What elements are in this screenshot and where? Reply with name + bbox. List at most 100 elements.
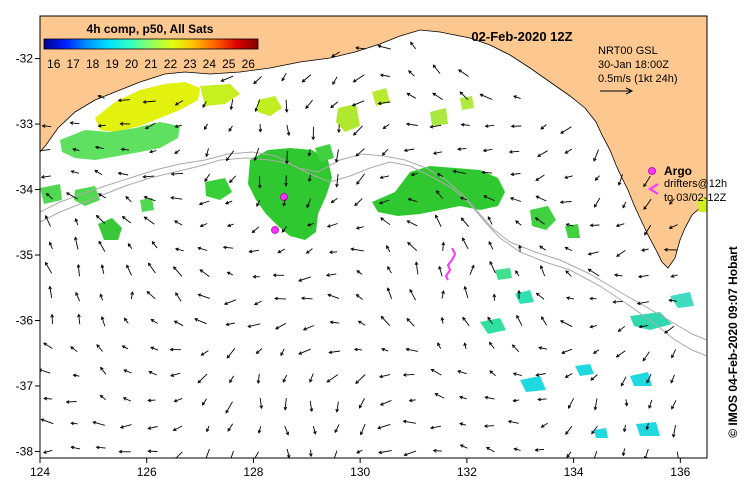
colorbar-tick-label: 19: [105, 57, 119, 71]
current-vector: [616, 250, 626, 257]
current-vector-head: [561, 350, 566, 354]
current-vector-head: [142, 100, 147, 104]
current-vector-head: [386, 245, 390, 249]
current-vector-head: [540, 424, 545, 428]
current-vector: [175, 292, 182, 302]
current-vector: [302, 74, 312, 83]
current-vector-head: [330, 199, 335, 204]
current-vector-head: [45, 192, 50, 197]
current-vector-head: [142, 174, 147, 179]
current-vector: [277, 248, 286, 254]
current-vector-head: [484, 395, 489, 400]
current-vector-head: [488, 241, 492, 245]
current-vector-head: [621, 452, 626, 457]
current-vector-head: [229, 379, 233, 384]
plot-frame: [39, 15, 708, 459]
current-vector-head: [409, 288, 413, 293]
current-vector-head: [612, 300, 617, 304]
current-vector-head: [251, 229, 256, 234]
current-vector: [461, 124, 470, 126]
current-vector: [197, 373, 208, 384]
current-vector: [538, 398, 547, 401]
sst-patch-cool-6: [520, 376, 546, 392]
current-vector-head: [355, 380, 359, 385]
current-vector: [205, 449, 210, 458]
current-vector-head: [40, 175, 45, 179]
current-vector: [204, 123, 208, 130]
current-vector: [252, 226, 260, 233]
shelf-contour-inner: [40, 151, 707, 341]
current-vector: [281, 226, 287, 233]
sst-patch-coast-3: [258, 96, 282, 116]
current-vector-head: [560, 130, 564, 134]
current-vector-head: [298, 278, 303, 282]
current-vector: [564, 175, 573, 179]
current-vector: [199, 269, 210, 277]
current-vector: [229, 375, 235, 383]
current-vector-head: [429, 124, 434, 129]
current-vector: [256, 199, 261, 207]
current-vector: [435, 215, 442, 227]
current-vector-head: [459, 422, 464, 426]
current-vector-head: [284, 182, 288, 187]
current-vector-head: [535, 177, 540, 181]
current-vector: [221, 75, 234, 82]
current-vector-head: [119, 425, 124, 429]
current-vector-head: [518, 244, 522, 249]
current-vector-head: [311, 136, 316, 141]
current-vector: [480, 93, 493, 100]
current-vector-head: [100, 316, 105, 320]
current-vector-head: [334, 429, 338, 434]
current-vector: [101, 316, 106, 327]
current-vector: [536, 195, 547, 202]
current-vector-head: [144, 125, 149, 130]
current-vector-head: [487, 216, 492, 220]
current-vector-head: [228, 128, 232, 132]
current-vector-head: [515, 270, 519, 274]
current-vector-head: [337, 129, 341, 134]
current-vector: [171, 172, 184, 175]
current-vector: [356, 173, 365, 185]
current-vector: [378, 45, 391, 50]
current-vector: [45, 262, 53, 274]
current-vector-head: [671, 434, 676, 438]
current-vector: [327, 223, 338, 228]
current-vector: [356, 226, 364, 229]
current-vector-head: [643, 183, 647, 188]
current-vector-head: [309, 378, 313, 383]
current-vector: [669, 224, 678, 229]
current-vector-head: [281, 229, 286, 233]
current-vector: [459, 422, 467, 426]
current-vector: [489, 370, 496, 377]
current-vector-head: [204, 178, 208, 182]
current-vector-head: [170, 172, 175, 176]
current-vector: [100, 395, 107, 401]
current-vector: [515, 270, 520, 277]
current-vector-head: [151, 240, 156, 245]
current-vector-head: [381, 152, 386, 156]
current-vector-head: [587, 252, 592, 256]
current-vector: [173, 266, 183, 277]
current-vector-head: [513, 447, 518, 452]
argo-float[interactable]: [280, 193, 288, 201]
argo-float[interactable]: [271, 226, 279, 234]
current-vector: [144, 216, 155, 225]
current-vector-head: [461, 237, 466, 242]
current-vector-head: [143, 195, 148, 200]
current-vector-head: [434, 214, 439, 219]
current-vector-head: [42, 450, 47, 454]
current-vector-head: [147, 398, 152, 403]
colorbar: 4h comp, p50, All Sats 16 17 18 19 20 21 22 23 2…: [43, 22, 259, 71]
current-vector: [441, 290, 444, 299]
current-vector-head: [593, 350, 597, 354]
current-vector-head: [508, 150, 513, 154]
current-vector-head: [643, 206, 647, 211]
current-vector: [643, 198, 652, 210]
current-vector: [335, 149, 339, 162]
current-vector-head: [95, 445, 100, 450]
current-vector: [125, 196, 132, 203]
current-vector: [71, 422, 78, 425]
current-vector-head: [284, 109, 289, 113]
current-vector-head: [280, 352, 284, 357]
current-vector-head: [356, 181, 360, 185]
